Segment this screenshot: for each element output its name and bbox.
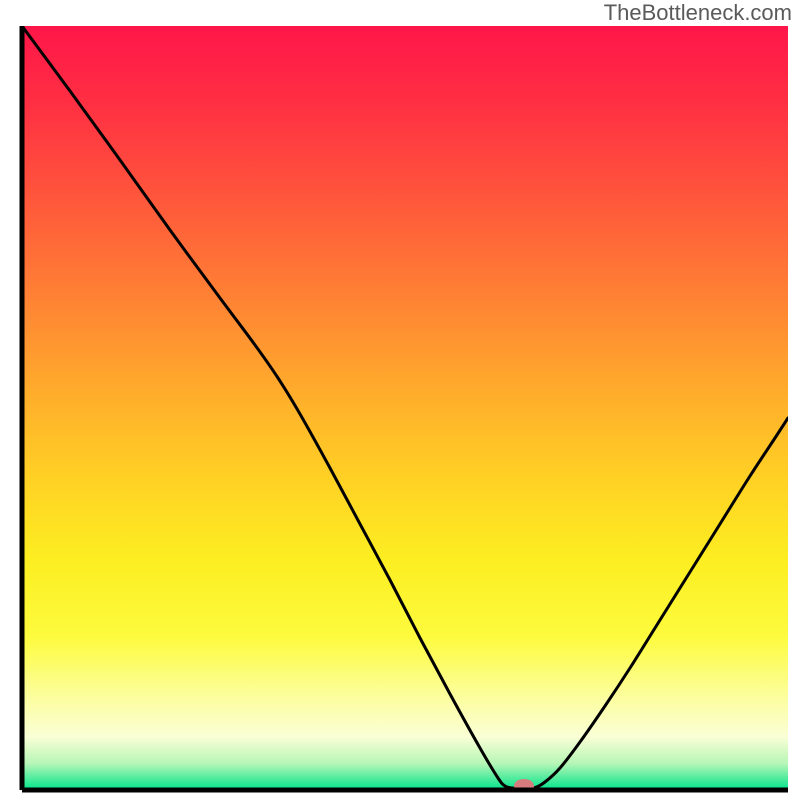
chart-background-gradient bbox=[22, 26, 788, 790]
bottleneck-chart: TheBottleneck.com bbox=[0, 0, 800, 800]
watermark-text: TheBottleneck.com bbox=[604, 0, 792, 25]
